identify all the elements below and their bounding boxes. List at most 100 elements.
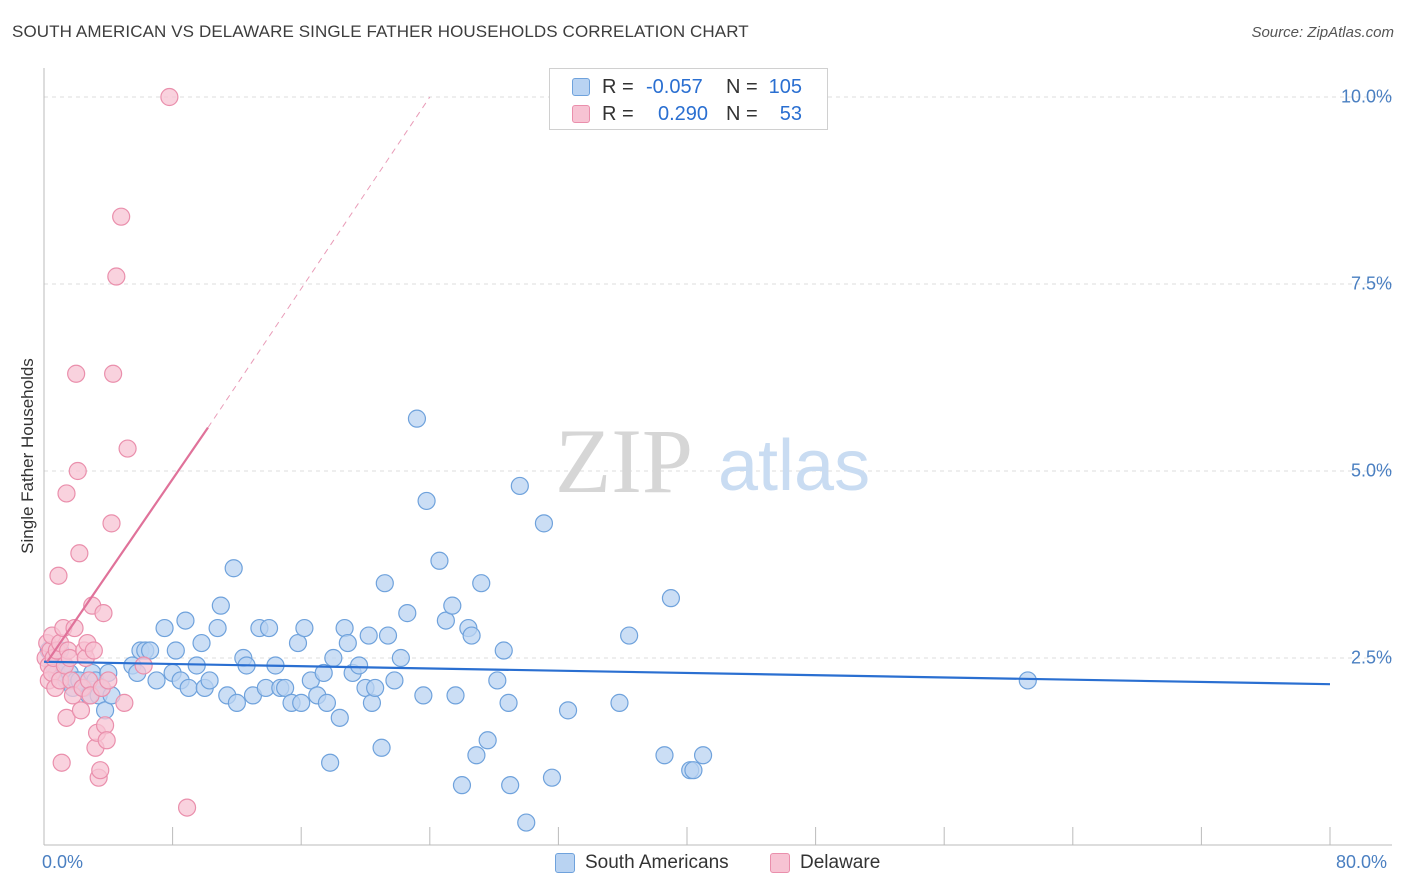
south-americans-trend-line <box>43 660 1331 686</box>
south-american-point <box>385 671 404 690</box>
data-points <box>36 87 1037 832</box>
blue-swatch-icon <box>572 78 590 96</box>
south-american-point <box>335 618 354 638</box>
legend-r-label: R = <box>602 75 634 98</box>
axes <box>43 68 1392 846</box>
watermark-zip: ZIP <box>555 410 693 512</box>
delaware-point <box>70 544 89 563</box>
watermark-atlas: atlas <box>718 426 870 506</box>
south-american-point <box>192 633 211 653</box>
legend-item-south-americans[interactable]: South Americans <box>555 852 729 874</box>
legend-r-label: R = <box>602 102 634 125</box>
south-american-point <box>140 641 160 660</box>
y-tick-label: 2.5% <box>1350 647 1392 668</box>
delaware-point <box>94 604 113 623</box>
south-american-point <box>317 693 337 712</box>
south-american-point <box>510 476 529 496</box>
delaware-point <box>71 701 91 720</box>
south-american-point <box>362 693 382 712</box>
south-american-point <box>324 648 343 668</box>
legend-row-south-americans: R = -0.057 N = 105 <box>572 75 802 99</box>
south-american-point <box>378 626 398 645</box>
south-american-point <box>276 678 295 698</box>
delaware-point <box>102 514 121 533</box>
delaware-point <box>160 87 179 107</box>
y-tick-label: 10.0% <box>1340 86 1392 107</box>
south-american-point <box>417 491 436 511</box>
south-american-point <box>472 574 491 593</box>
trend-lines <box>43 96 1331 686</box>
south-american-point <box>314 663 333 683</box>
south-american-point <box>462 626 481 645</box>
south-american-point <box>366 678 385 698</box>
legend-item-delaware[interactable]: Delaware <box>770 852 880 874</box>
delaware-point <box>107 267 126 286</box>
south-american-point <box>499 693 518 712</box>
south-american-point <box>166 641 185 660</box>
delaware-point <box>104 364 123 383</box>
legend-n-value: 105 <box>768 75 802 98</box>
delaware-point <box>95 716 115 735</box>
south-american-point <box>259 618 279 638</box>
delaware-trend-line <box>46 426 209 663</box>
south-american-point <box>224 559 243 578</box>
south-american-point <box>372 738 391 757</box>
south-american-point <box>359 626 378 645</box>
legend-n-label: N = <box>726 102 758 125</box>
south-american-point <box>501 776 520 795</box>
south-american-point <box>176 611 195 630</box>
south-american-point <box>398 604 417 623</box>
south-american-point <box>321 753 340 772</box>
south-american-point <box>295 618 314 638</box>
south-american-point <box>147 671 166 690</box>
south-american-point <box>288 633 308 653</box>
south-american-point <box>655 746 674 765</box>
south-american-point <box>179 678 198 698</box>
delaware-trend-extension <box>207 96 431 428</box>
correlation-legend: R = -0.057 N = 105 R = 0.290 N = 53 <box>549 68 828 130</box>
south-american-point <box>684 761 703 780</box>
south-american-point <box>446 686 465 705</box>
grid-lines <box>44 96 1392 659</box>
south-american-point <box>375 574 394 593</box>
south-american-point <box>620 626 639 645</box>
south-american-point <box>227 693 246 712</box>
y-tick-label: 7.5% <box>1350 273 1392 294</box>
south-american-point <box>430 551 449 570</box>
delaware-point <box>49 566 68 585</box>
delaware-point <box>57 484 76 503</box>
south-american-point <box>558 701 578 720</box>
source-label: Source: ZipAtlas.com <box>1251 24 1394 41</box>
delaware-point <box>177 798 197 817</box>
delaware-point <box>97 731 116 750</box>
legend-label-south-americans: South Americans <box>585 852 729 873</box>
south-american-point <box>488 671 507 690</box>
south-american-point <box>391 648 410 668</box>
watermark: ZIP atlas <box>555 410 870 512</box>
delaware-point <box>99 671 118 690</box>
legend-n-label: N = <box>726 75 758 98</box>
delaware-point <box>134 656 153 675</box>
chart-title: SOUTH AMERICAN VS DELAWARE SINGLE FATHER… <box>12 22 749 41</box>
delaware-point <box>84 641 103 660</box>
south-american-point <box>443 596 462 615</box>
south-american-point <box>208 618 227 638</box>
legend-r-value: 0.290 <box>658 102 709 125</box>
south-american-point <box>478 731 497 750</box>
delaware-point <box>118 439 137 458</box>
south-american-point <box>200 671 219 690</box>
legend-n-value: 53 <box>779 102 802 125</box>
legend-row-delaware: R = 0.290 N = 53 <box>572 102 802 126</box>
south-american-point <box>292 693 311 712</box>
south-american-point <box>467 746 486 765</box>
delaware-point <box>67 364 86 383</box>
delaware-point <box>68 461 87 481</box>
south-american-point <box>452 776 472 795</box>
south-american-point <box>534 514 554 533</box>
south-american-point <box>542 768 562 787</box>
x-tick-min: 0.0% <box>42 852 84 872</box>
south-american-point <box>494 641 513 660</box>
legend-r-value: -0.057 <box>646 75 703 98</box>
delaware-point <box>57 708 76 727</box>
